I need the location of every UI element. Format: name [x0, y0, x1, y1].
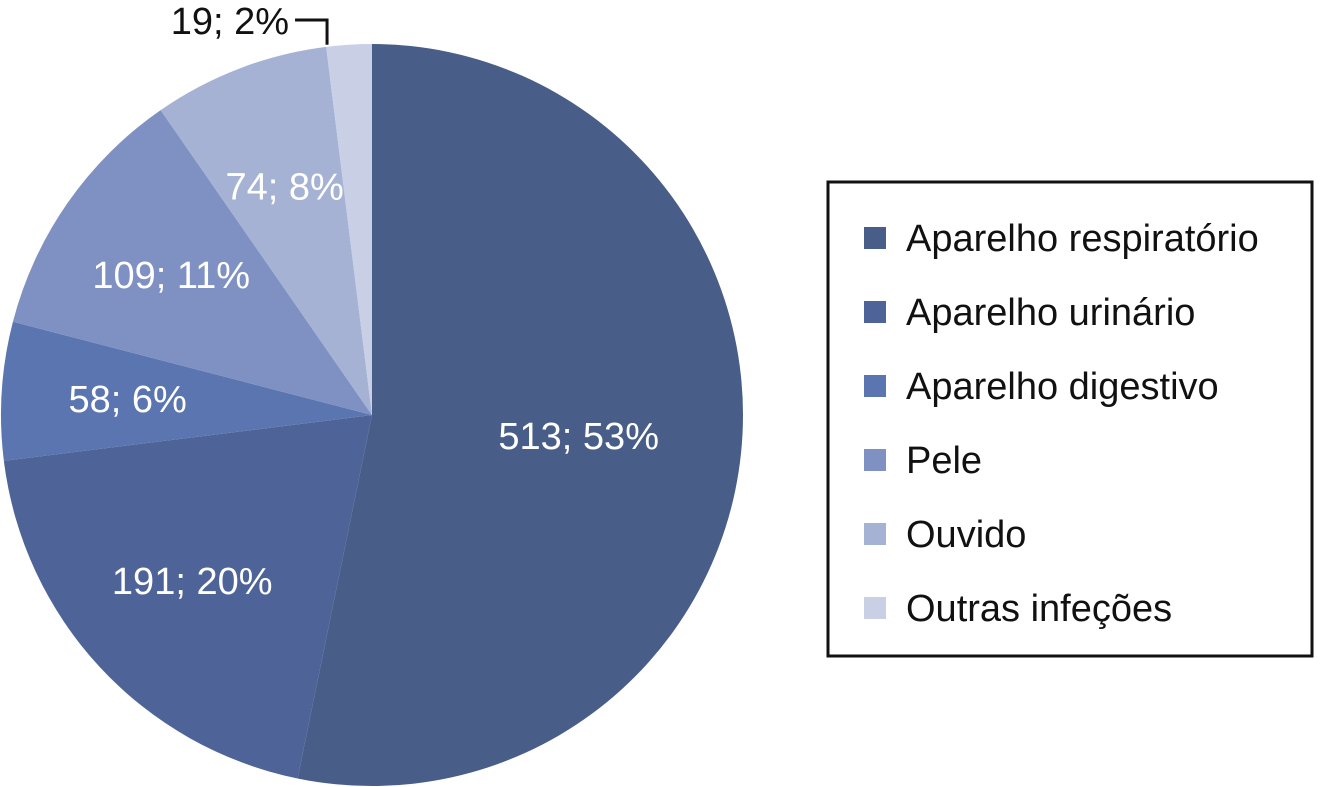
leader-line-6: [295, 18, 329, 45]
legend-label-5: Ouvido: [906, 514, 1026, 556]
slice-label-3: 58; 6%: [69, 379, 187, 421]
legend-frame: [826, 180, 1314, 658]
legend-label-6: Outras infeções: [906, 588, 1172, 630]
slice-label-1: 513; 53%: [498, 416, 659, 458]
legend-swatch-6: [864, 597, 886, 619]
slice-label-2: 191; 20%: [112, 561, 273, 603]
pie-slice-4: [12, 110, 373, 416]
pie-slice-1: [297, 44, 743, 786]
legend-label-2: Aparelho urinário: [906, 292, 1195, 334]
legend-swatch-1: [864, 227, 886, 249]
legend: Aparelho respiratório Aparelho urinário Ap…: [826, 180, 1314, 658]
legend-swatch-2: [864, 301, 886, 323]
pie-slice-5: [160, 46, 372, 416]
legend-swatch-5: [864, 523, 886, 545]
legend-swatch-4: [864, 449, 886, 471]
slice-label-4: 109; 11%: [92, 255, 250, 297]
legend-label-1: Aparelho respiratório: [906, 218, 1259, 260]
slice-label-5: 74; 8%: [225, 166, 343, 208]
slice-labels: 513; 53% 191; 20% 58; 6% 109; 11% 74; 8% 19; …: [69, 1, 659, 603]
pie-slices: [0, 44, 743, 786]
pie-slice-2: [3, 415, 373, 779]
pie-slice-6: [326, 44, 372, 415]
slice-label-6: 19; 2%: [171, 1, 289, 43]
pie-slice-3: [0, 321, 373, 461]
legend-label-4: Pele: [906, 440, 982, 482]
legend-swatch-3: [864, 375, 886, 397]
legend-label-3: Aparelho digestivo: [906, 366, 1219, 408]
